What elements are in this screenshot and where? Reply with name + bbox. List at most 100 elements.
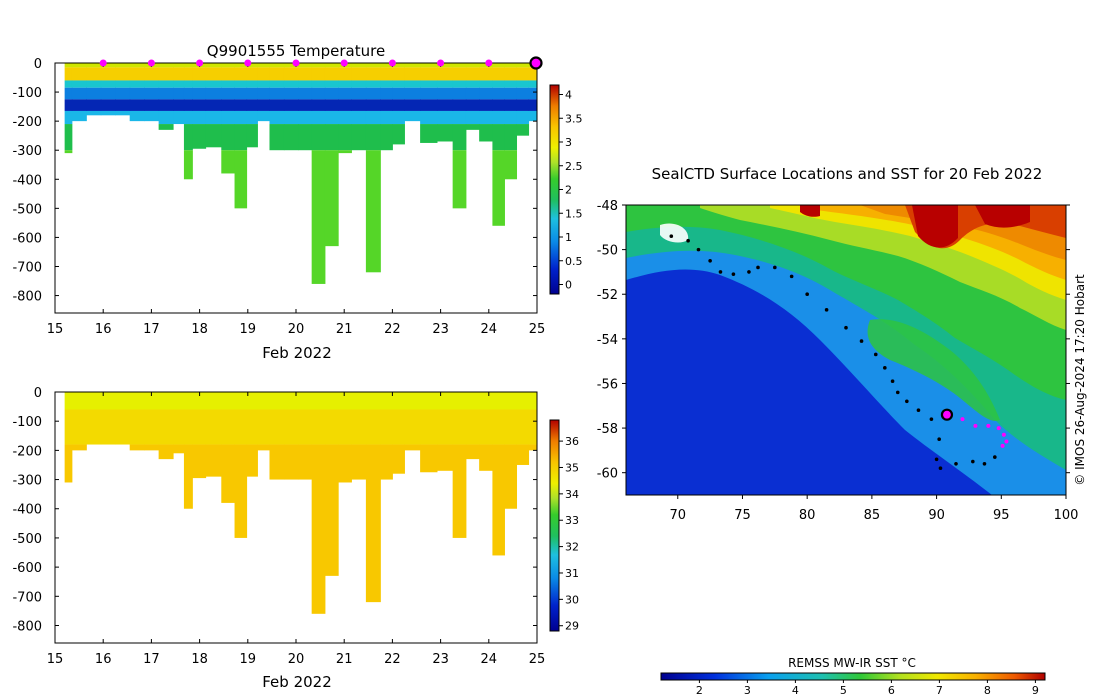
temp-y-tick-label: -800: [12, 290, 42, 305]
seal-track: [669, 234, 1009, 471]
temperature-cell: [380, 99, 393, 111]
temperature-cell: [504, 87, 518, 100]
temperature-cell: [257, 67, 270, 81]
sal-colorbar-tick-label: 30: [565, 593, 579, 606]
salinity-cell: [158, 444, 174, 460]
salinity-cell: [452, 409, 467, 445]
temperature-cell: [100, 67, 116, 81]
salinity-cell: [144, 392, 160, 410]
track-point: [859, 339, 864, 343]
salinity-cell: [158, 392, 174, 410]
temperature-cell: [380, 110, 393, 125]
sst-colorbar-tick-label: 8: [984, 684, 991, 697]
temperature-cell: [311, 110, 326, 125]
temperature-cell: [129, 99, 145, 111]
track-point: [718, 270, 723, 274]
temp-x-tick-label: 18: [191, 322, 208, 337]
temperature-cell: [365, 124, 381, 151]
temperature-cell: [86, 67, 102, 81]
temperature-cell: [479, 110, 493, 125]
map-y-tick-label: -58: [597, 422, 618, 437]
temperature-cell: [100, 63, 116, 68]
salinity-cell: [324, 444, 339, 576]
temperature-cell: [404, 87, 421, 100]
salinity-cell: [479, 409, 493, 445]
temperature-cell: [516, 67, 530, 81]
temperature-cell: [234, 150, 248, 209]
temperature-cell: [528, 80, 537, 88]
recent-track-point: [1004, 439, 1009, 444]
temperature-cell: [144, 110, 160, 122]
temperature-cell: [338, 99, 352, 111]
salinity-cell: [528, 444, 537, 451]
salinity-cell: [283, 392, 299, 410]
temperature-cell: [158, 63, 174, 68]
salinity-cell: [365, 392, 381, 410]
map-x-tick-label: 100: [1054, 508, 1079, 523]
temperature-cell: [283, 87, 299, 100]
sst-colorbar-label: REMSS MW-IR SST °C: [788, 656, 916, 670]
sal-x-tick-label: 17: [143, 652, 160, 667]
temperature-cell: [351, 87, 367, 100]
sal-x-tick-label: 25: [529, 652, 546, 667]
salinity-cell: [129, 409, 145, 445]
temperature-cell: [64, 110, 73, 125]
temperature-cell: [221, 124, 236, 151]
temperature-cell: [351, 80, 367, 88]
recent-track-point: [1001, 432, 1006, 437]
salinity-cell: [311, 409, 326, 445]
temperature-cell: [173, 87, 185, 100]
temperature-cell: [324, 80, 339, 88]
salinity-cell: [246, 392, 258, 410]
temperature-cell: [221, 67, 236, 81]
temperature-cell: [246, 63, 258, 68]
temperature-cell: [528, 110, 537, 122]
temperature-cell: [404, 63, 421, 68]
sal-x-tick-label: 15: [47, 652, 64, 667]
temperature-cell: [452, 63, 467, 68]
salinity-cell: [71, 409, 87, 445]
temperature-cell: [205, 110, 222, 125]
temperature-cell: [269, 99, 285, 111]
temperature-cell: [452, 67, 467, 81]
temperature-cell: [183, 110, 193, 125]
temperature-cell: [115, 87, 131, 100]
temperature-cell: [71, 63, 87, 68]
track-point: [824, 308, 829, 312]
temperature-cell: [158, 99, 174, 111]
temperature-cell: [221, 63, 236, 68]
track-point: [938, 466, 943, 471]
temperature-profiles: [64, 63, 537, 284]
sal-colorbar-tick-label: 29: [565, 620, 579, 633]
temperature-cell: [452, 87, 467, 100]
temperature-cell: [129, 87, 145, 100]
temp-x-tick-label: 23: [432, 322, 449, 337]
temperature-cell: [338, 110, 352, 125]
salinity-cell: [392, 444, 405, 474]
temperature-cell: [246, 124, 258, 148]
temp-y-tick-label: 0: [34, 57, 42, 72]
temperature-cell: [234, 67, 248, 81]
temperature-cell: [311, 150, 326, 284]
temperature-cell: [269, 124, 285, 151]
recent-track-point: [996, 426, 1001, 431]
sal-y-tick-label: -400: [12, 503, 42, 518]
salinity-cell: [269, 444, 285, 480]
temp-colorbar-tick-label: 1.5: [565, 207, 583, 220]
temperature-cell: [420, 63, 438, 68]
temperature-cell: [392, 67, 405, 81]
temperature-cell: [205, 80, 222, 88]
temperature-cell: [404, 99, 421, 111]
temperature-cell: [283, 124, 299, 151]
temp-x-tick-label: 17: [143, 322, 160, 337]
temp-y-tick-label: -300: [12, 144, 42, 159]
temperature-cell: [183, 150, 193, 180]
temperature-cell: [192, 80, 207, 88]
track-point: [669, 234, 674, 239]
salinity-cell: [516, 409, 530, 445]
temperature-cell: [71, 87, 87, 100]
sal-y-tick-label: -700: [12, 590, 42, 605]
salinity-cell: [234, 392, 248, 410]
temperature-cell: [504, 150, 518, 180]
salinity-cell: [234, 444, 248, 538]
